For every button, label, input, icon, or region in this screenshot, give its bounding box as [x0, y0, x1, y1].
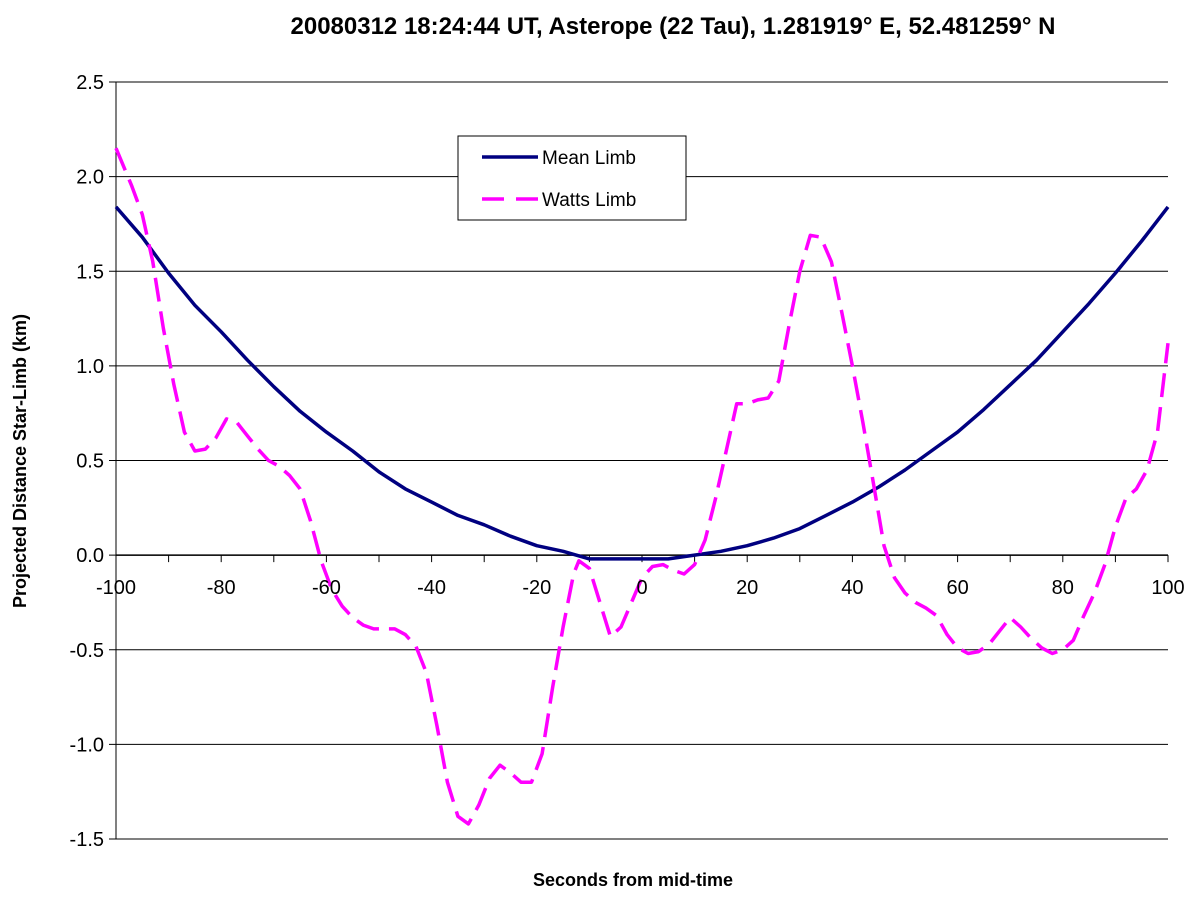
x-axis-title: Seconds from mid-time	[533, 870, 733, 890]
x-tick-label: 80	[1052, 577, 1074, 599]
x-tick-label: -40	[417, 577, 446, 599]
x-tick-label: 40	[841, 577, 863, 599]
y-tick-label: 2.5	[76, 72, 104, 94]
tick-labels: -1.5 -1.0 -0.5 0.0 0.5 1.0 1.5 2.0 2.5 -100 -80 -60…	[70, 72, 1185, 851]
y-axis-title: Projected Distance Star-Limb (km)	[10, 314, 30, 608]
y-tick-label: 0.0	[76, 545, 104, 567]
x-tick-label: 100	[1151, 577, 1184, 599]
y-tick-label: 2.0	[76, 167, 104, 189]
y-tick-label: 0.5	[76, 451, 104, 473]
x-tick-label: -80	[207, 577, 236, 599]
legend: Mean Limb Watts Limb	[457, 135, 687, 221]
x-tick-label: 0	[636, 577, 647, 599]
legend-box	[457, 135, 687, 221]
series-line-mean-limb	[114, 205, 1170, 561]
y-tick-label: -0.5	[70, 640, 104, 662]
legend-label: Mean Limb	[542, 148, 636, 169]
y-tick-label: -1.0	[70, 734, 104, 756]
x-tick-label: -100	[96, 577, 136, 599]
x-tick-label: 20	[736, 577, 758, 599]
y-tick-label: -1.5	[70, 829, 104, 851]
legend-label: Watts Limb	[542, 190, 636, 211]
x-tick-label: 60	[946, 577, 968, 599]
series-line-watts-limb	[114, 147, 1170, 826]
y-tick-label: 1.0	[76, 356, 104, 378]
series	[114, 147, 1170, 826]
x-tick-label: -60	[312, 577, 341, 599]
chart-title: 20080312 18:24:44 UT, Asterope (22 Tau),…	[291, 13, 1056, 40]
y-tick-label: 1.5	[76, 261, 104, 283]
x-tick-label: -20	[522, 577, 551, 599]
